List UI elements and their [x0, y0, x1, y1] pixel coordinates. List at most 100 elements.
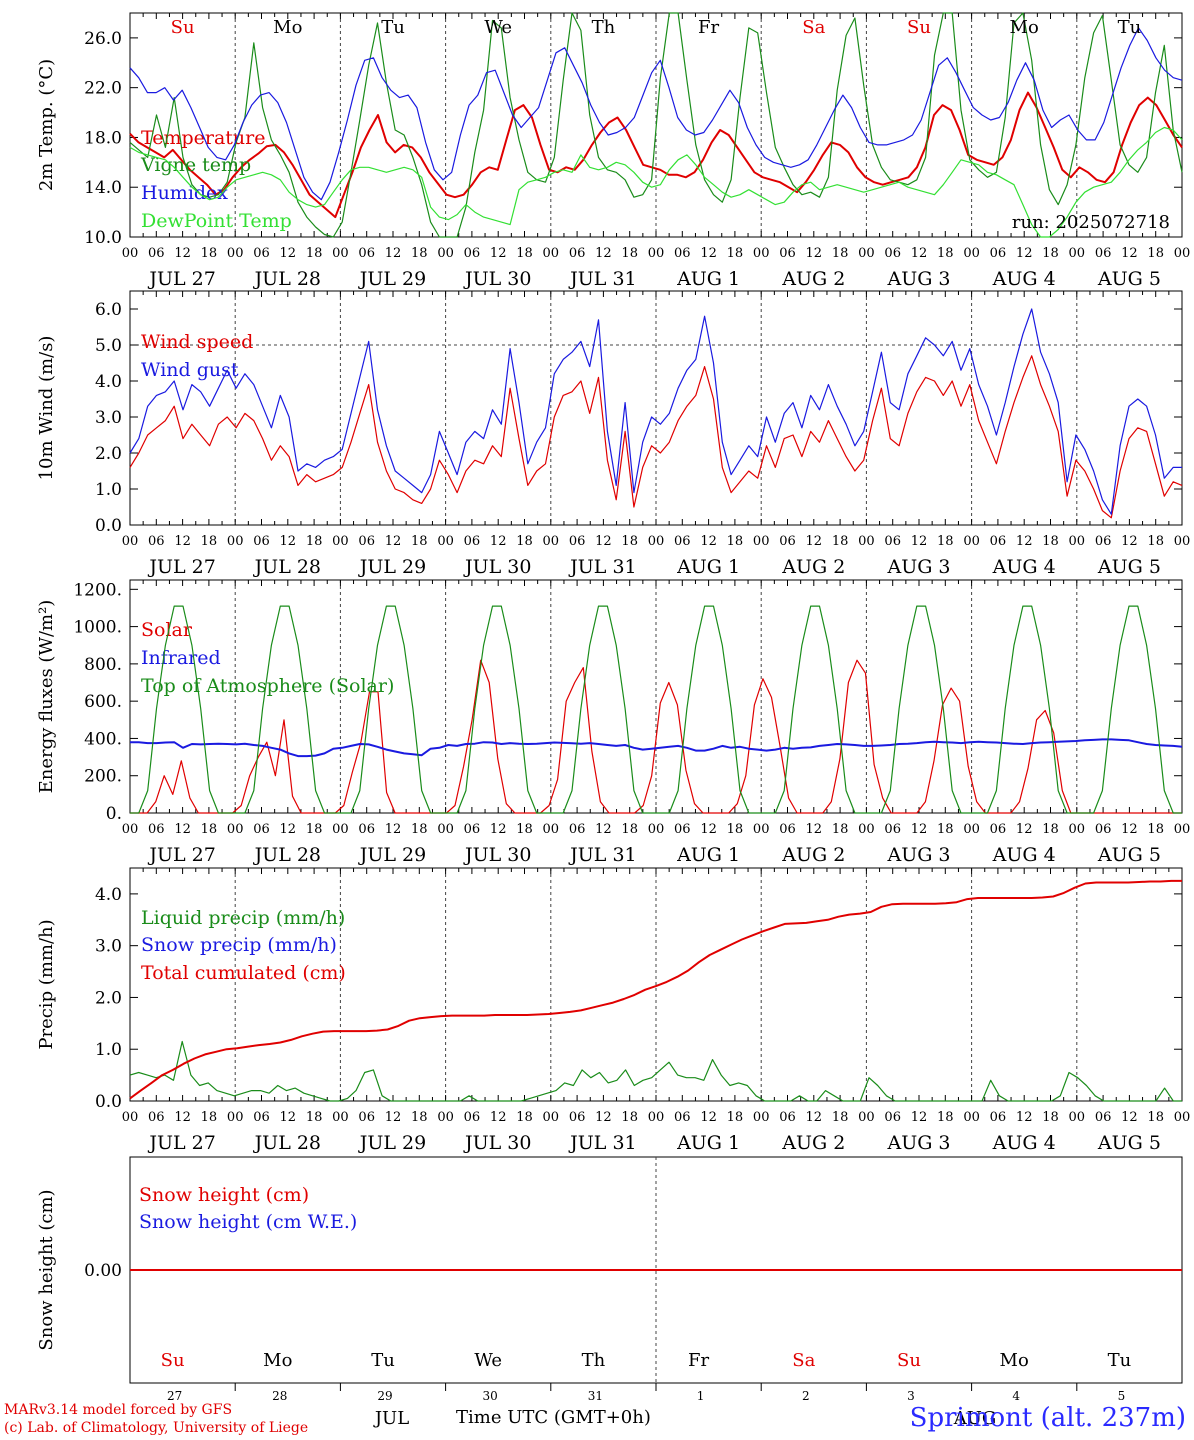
x-hour-label: 12 [1121, 822, 1138, 837]
x-date-label: AUG 5 [1097, 556, 1161, 578]
x-hour-label: 12 [1016, 1110, 1033, 1125]
weekday-label-bottom: Su [161, 1350, 185, 1371]
x-hour-label: 06 [674, 534, 691, 549]
x-date-label: JUL 31 [568, 844, 636, 866]
x-date-label: JUL 28 [253, 268, 321, 290]
x-hour-label: 12 [174, 246, 191, 261]
series-line-top-of-atmosphere-solar- [130, 605, 1182, 814]
x-date-label: AUG 2 [781, 268, 845, 290]
x-hour-label: 06 [779, 822, 796, 837]
x-hour-label: 06 [884, 822, 901, 837]
x-hour-label: 06 [779, 534, 796, 549]
x-date-label: AUG 1 [676, 844, 740, 866]
y-tick-label: 18.0 [84, 128, 122, 148]
x-hour-label: 12 [1121, 534, 1138, 549]
legend-entry: Snow height (cm) [139, 1184, 309, 1206]
y-tick-label: 1200. [73, 580, 122, 600]
x-hour-label: 00 [648, 246, 665, 261]
weekday-label-bottom: Fr [688, 1350, 709, 1371]
x-hour-label: 00 [437, 1110, 454, 1125]
x-hour-label: 18 [1042, 822, 1059, 837]
x-date-label: AUG 2 [781, 1132, 845, 1154]
x-hour-label: 06 [358, 1110, 375, 1125]
x-hour-label: 18 [516, 246, 533, 261]
weekday-label: Tu [1118, 17, 1142, 38]
y-tick-label: 26.0 [84, 29, 122, 49]
y-tick-label: 200. [84, 767, 122, 787]
weekday-label: We [484, 17, 512, 38]
x-hour-label: 06 [464, 534, 481, 549]
day-number-label: 29 [377, 1389, 392, 1403]
x-hour-label: 18 [201, 534, 218, 549]
x-hour-label: 06 [674, 1110, 691, 1125]
x-hour-label: 18 [516, 534, 533, 549]
x-hour-label: 12 [385, 534, 402, 549]
x-hour-label: 00 [543, 822, 560, 837]
y-tick-label: 400. [84, 729, 122, 749]
x-hour-label: 06 [253, 534, 270, 549]
legend-entry: Solar [141, 619, 193, 641]
x-hour-label: 06 [990, 534, 1007, 549]
x-hour-label: 06 [148, 246, 165, 261]
x-hour-label: 00 [753, 246, 770, 261]
x-hour-label: 06 [1095, 246, 1112, 261]
y-tick-label: 2.0 [95, 444, 122, 464]
x-date-label: JUL 30 [463, 1132, 531, 1154]
y-tick-label: 600. [84, 692, 122, 712]
x-hour-label: 12 [280, 534, 297, 549]
weekday-label: Sa [802, 17, 825, 38]
x-date-label: JUL 30 [463, 556, 531, 578]
legend-entry: Wind gust [141, 359, 239, 381]
x-hour-label: 18 [727, 822, 744, 837]
x-hour-label: 06 [569, 822, 586, 837]
legend-entry: Humidex [141, 182, 228, 204]
series-line-total-cumulated-cm- [129, 879, 1182, 1100]
x-hour-label: 18 [411, 534, 428, 549]
x-hour-label: 00 [1069, 1110, 1086, 1125]
day-number-label: 1 [697, 1389, 705, 1403]
x-hour-label: 18 [516, 1110, 533, 1125]
legend-entry: Snow precip (mm/h) [141, 934, 337, 956]
x-hour-label: 00 [963, 534, 980, 549]
x-hour-label: 06 [253, 1110, 270, 1125]
y-tick-label: 3.0 [95, 937, 122, 957]
x-hour-label: 18 [411, 1110, 428, 1125]
x-hour-label: 18 [937, 246, 954, 261]
x-hour-label: 00 [227, 246, 244, 261]
x-hour-label: 12 [1121, 246, 1138, 261]
x-hour-label: 18 [411, 246, 428, 261]
y-tick-label: 0.00 [84, 1261, 122, 1281]
x-hour-label: 00 [332, 246, 349, 261]
x-hour-label: 00 [332, 534, 349, 549]
x-hour-label: 00 [1069, 822, 1086, 837]
x-hour-label: 12 [806, 534, 823, 549]
x-hour-label: 06 [779, 1110, 796, 1125]
weekday-label-bottom: Su [897, 1350, 921, 1371]
x-hour-label: 12 [280, 1110, 297, 1125]
month-label-jul: JUL [373, 1408, 409, 1429]
x-hour-label: 06 [464, 246, 481, 261]
credit-line-2: (c) Lab. of Climatology, University of L… [4, 1420, 309, 1436]
y-axis-label: 10m Wind (m/s) [36, 336, 57, 481]
series-line-infrared [130, 738, 1183, 758]
x-hour-label: 06 [569, 246, 586, 261]
x-hour-label: 06 [358, 534, 375, 549]
x-hour-label: 06 [674, 246, 691, 261]
legend-entry: Top of Atmosphere (Solar) [141, 675, 394, 697]
x-date-label: AUG 1 [676, 556, 740, 578]
x-hour-label: 12 [1016, 246, 1033, 261]
x-date-label: JUL 30 [463, 844, 531, 866]
x-hour-label: 12 [700, 534, 717, 549]
x-hour-label: 06 [148, 822, 165, 837]
legend-entry: Temperature [141, 127, 265, 149]
day-number-label: 2 [802, 1389, 810, 1403]
series-line-vigne-temp [129, 12, 1183, 238]
x-date-label: AUG 5 [1097, 844, 1161, 866]
x-hour-label: 00 [332, 1110, 349, 1125]
x-hour-label: 12 [280, 822, 297, 837]
x-hour-label: 18 [201, 246, 218, 261]
x-date-label: AUG 1 [676, 1132, 740, 1154]
x-hour-label: 00 [963, 246, 980, 261]
x-hour-label: 12 [911, 822, 928, 837]
x-hour-label: 06 [1095, 822, 1112, 837]
